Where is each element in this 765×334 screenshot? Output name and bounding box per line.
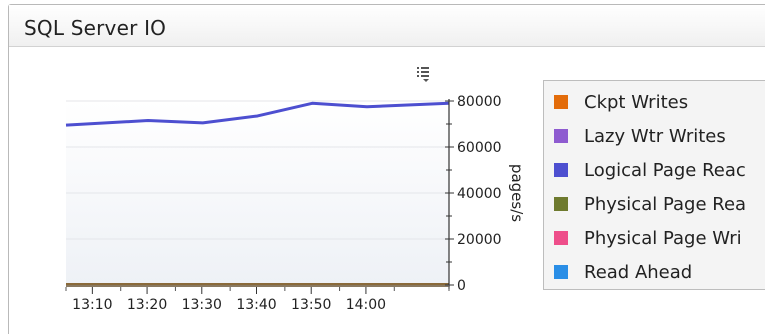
x-tick-label: 13:20 bbox=[127, 297, 167, 313]
legend-swatch bbox=[554, 95, 568, 109]
chart-legend: Ckpt Writes Lazy Wtr Writes Logical Page R… bbox=[543, 80, 765, 290]
legend-swatch bbox=[554, 231, 568, 245]
series-line-logical-page-reac bbox=[65, 101, 450, 127]
legend-label: Lazy Wtr Writes bbox=[584, 125, 726, 147]
legend-label: Ckpt Writes bbox=[584, 91, 689, 113]
x-tick-label: 14:00 bbox=[346, 297, 386, 313]
legend-item[interactable]: Logical Page Reac bbox=[544, 157, 765, 183]
panel-title: SQL Server IO bbox=[24, 16, 167, 40]
legend-label: Logical Page Reac bbox=[584, 159, 746, 181]
x-tick-label: 13:10 bbox=[72, 297, 112, 313]
y-tick-label: 0 bbox=[457, 278, 466, 294]
legend-item[interactable]: Ckpt Writes bbox=[544, 89, 765, 115]
y-tick-label: 20000 bbox=[457, 232, 502, 248]
x-tick-label: 13:30 bbox=[182, 297, 222, 313]
legend-swatch bbox=[554, 265, 568, 279]
y-tick-label: 40000 bbox=[457, 186, 502, 202]
y-axis-label: pages/s bbox=[508, 164, 526, 222]
line-chart: 0 20000 40000 60000 80000 13:10 13:20 13:30 13:4… bbox=[65, 94, 526, 313]
chart-options-icon[interactable] bbox=[414, 65, 432, 83]
legend-item[interactable]: Physical Page Rea bbox=[544, 191, 765, 217]
legend-item[interactable]: Physical Page Wri bbox=[544, 225, 765, 251]
legend-item[interactable]: Lazy Wtr Writes bbox=[544, 123, 765, 149]
legend-swatch bbox=[554, 163, 568, 177]
x-tick-label: 13:50 bbox=[291, 297, 331, 313]
legend-label: Physical Page Wri bbox=[584, 227, 742, 249]
legend-item[interactable]: Read Ahead bbox=[544, 259, 765, 285]
x-tick-label: 13:40 bbox=[236, 297, 276, 313]
legend-label: Physical Page Rea bbox=[584, 193, 747, 215]
legend-label: Read Ahead bbox=[584, 261, 693, 283]
y-tick-label: 60000 bbox=[457, 140, 502, 156]
legend-swatch bbox=[554, 197, 568, 211]
y-tick-label: 80000 bbox=[457, 94, 502, 110]
panel-header: SQL Server IO bbox=[9, 5, 765, 47]
legend-swatch bbox=[554, 129, 568, 143]
